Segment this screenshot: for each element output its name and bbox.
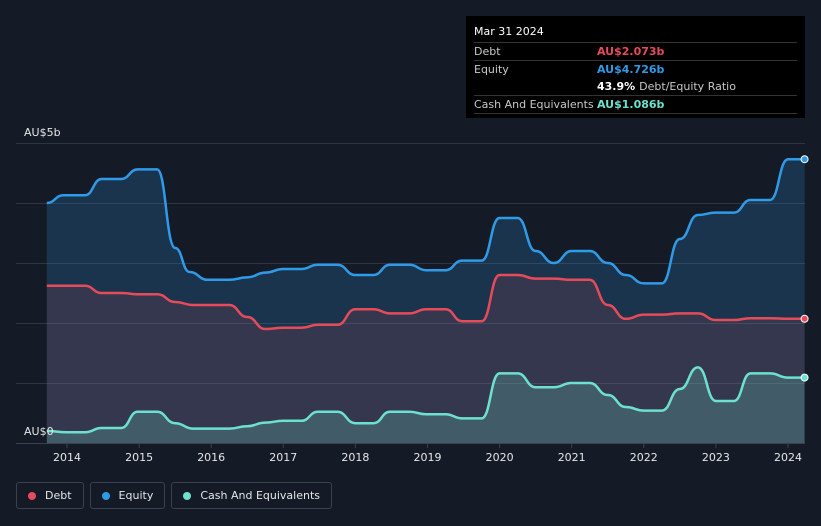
x-tick-label-2023: 2023 [702,451,730,464]
tooltip-equity-label: Equity [474,63,509,76]
debt-line [46,273,805,331]
x-tick-label-2022: 2022 [630,451,658,464]
cash-dot-icon [183,491,192,500]
legend-equity-label: Equity [118,489,154,502]
tooltip-equity-value: AU$4.726b [597,63,665,76]
x-tick-label-2015: 2015 [125,451,153,464]
cash-and-equivalents-area [46,367,805,443]
chart-legend: Debt Equity Cash And Equivalents [16,482,332,509]
x-tick-label-2018: 2018 [341,451,369,464]
y-axis-bottom-label: AU$0 [24,425,54,438]
tooltip-ratio-label: Debt/Equity Ratio [639,80,736,93]
tooltip-date: Mar 31 2024 [474,25,544,38]
tooltip-debt-value: AU$2.073b [597,45,665,58]
legend-item-equity[interactable]: Equity [89,482,166,509]
x-tick-label-2021: 2021 [558,451,586,464]
equity-area [46,159,805,443]
tooltip-debt-label: Debt [474,45,501,58]
x-tick-label-2016: 2016 [197,451,225,464]
series-lines [46,157,805,434]
cash-and-equivalents-line [46,366,805,434]
x-tick-label-2014: 2014 [53,451,81,464]
debt-area [46,275,805,443]
equity-line [46,157,805,285]
equity-dot-icon [101,491,110,500]
cash-and-equivalents-end-marker [800,373,809,382]
x-tick-label-2019: 2019 [414,451,442,464]
end-markers [800,155,809,382]
legend-item-cash[interactable]: Cash And Equivalents [171,482,332,509]
x-axis-ticks: 2014 2015 2016 2017 2018 2019 2020 2021 2022 2023… [53,443,802,464]
data-tooltip: Mar 31 2024 Debt AU$2.073b Equity AU$4.7… [466,16,805,118]
y-axis-top-label: AU$5b [24,126,61,139]
tooltip-ratio-value: 43.9% [597,80,636,93]
legend-item-debt[interactable]: Debt [16,482,84,509]
x-tick-label-2024: 2024 [774,451,802,464]
x-tick-label-2017: 2017 [269,451,297,464]
debt-end-marker [800,314,809,323]
grid-lines [16,143,805,384]
x-tick-label-2020: 2020 [486,451,514,464]
series-areas [46,159,805,443]
tooltip-cash-value: AU$1.086b [597,98,665,111]
equity-end-marker [800,155,809,164]
tooltip-cash-label: Cash And Equivalents [474,98,594,111]
legend-debt-label: Debt [45,489,72,502]
legend-cash-label: Cash And Equivalents [200,489,320,502]
debt-dot-icon [28,491,36,500]
